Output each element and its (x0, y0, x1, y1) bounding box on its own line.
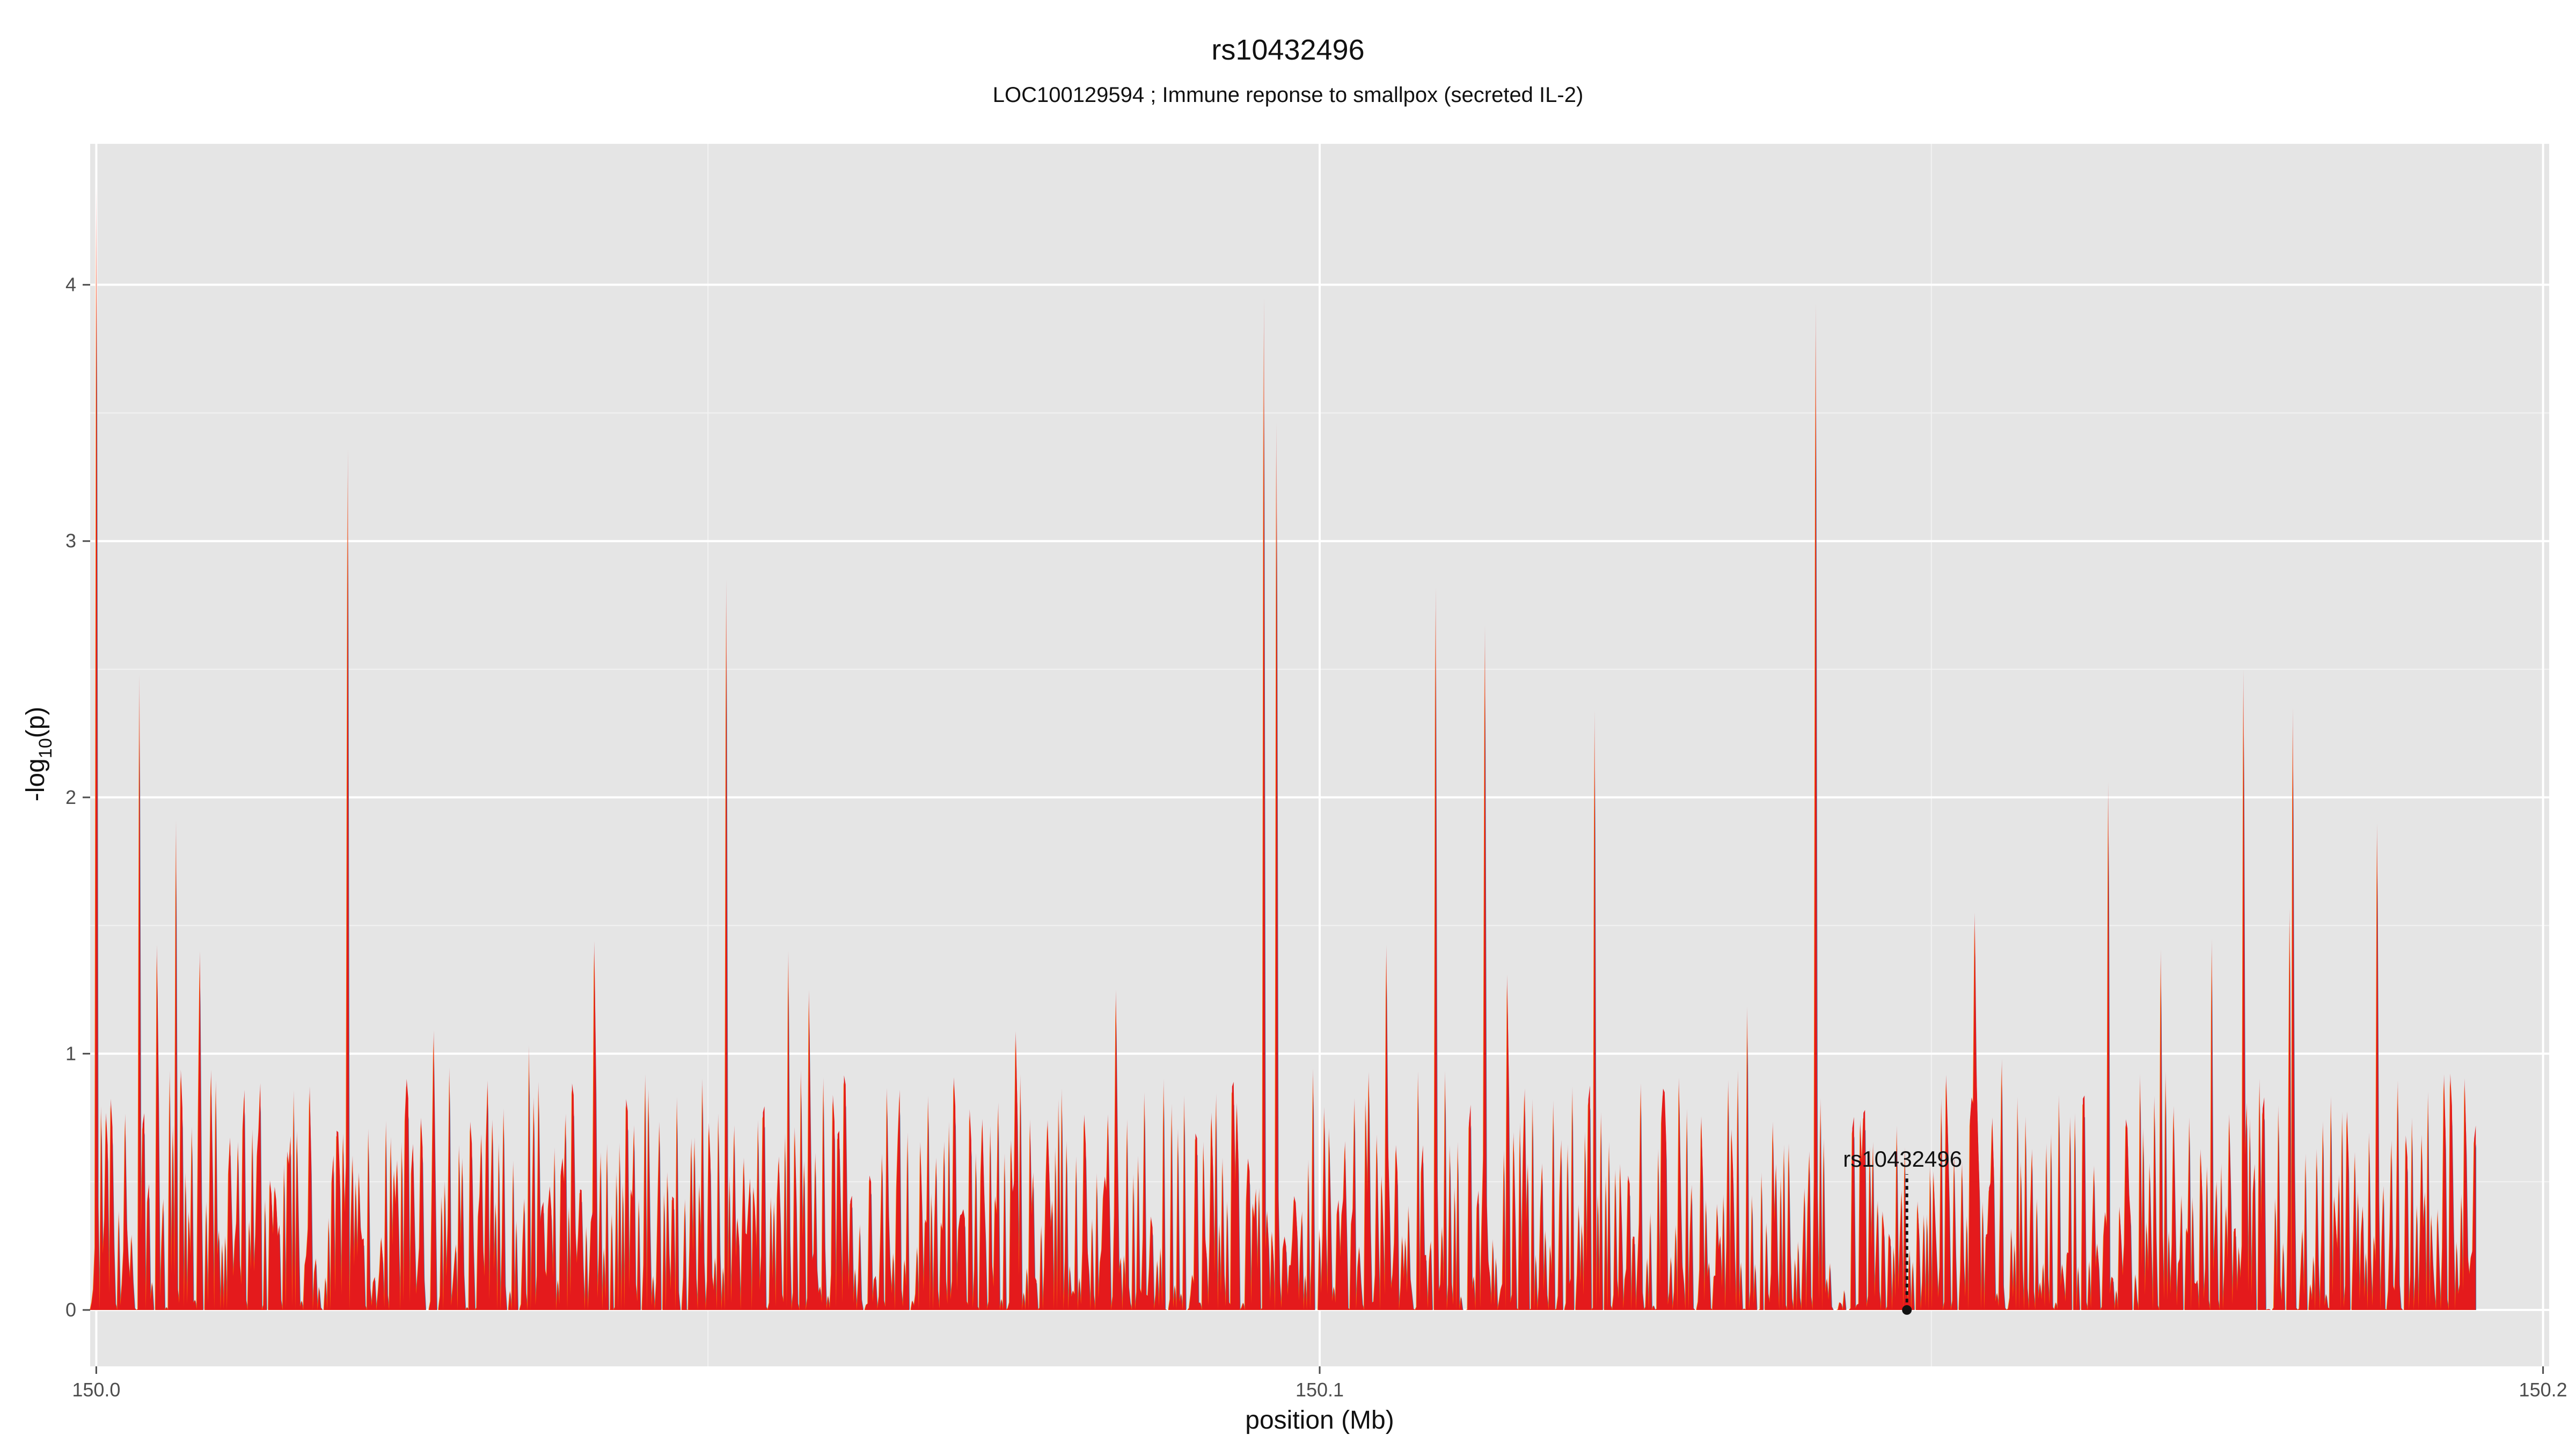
annotation-point (1902, 1305, 1912, 1315)
y-tick-label: 1 (65, 1042, 76, 1064)
y-tick-label: 4 (65, 274, 76, 296)
y-tick-label: 0 (65, 1299, 76, 1321)
y-tick-label: 3 (65, 530, 76, 552)
y-axis-title-p: (p) (21, 707, 50, 738)
y-axis-title: -log10(p) (21, 707, 56, 802)
y-tick-label: 2 (65, 786, 76, 808)
x-tick-label: 150.1 (1296, 1379, 1344, 1401)
x-axis: 150.0 150.1 150.2 (72, 1366, 2567, 1401)
chart-subtitle: LOC100129594 ; Immune reponse to smallpo… (992, 83, 1584, 107)
x-tick-label: 150.2 (2519, 1379, 2567, 1401)
y-axis-title-minus-log: -log (21, 758, 50, 801)
x-tick-label: 150.0 (72, 1379, 120, 1401)
major-gridlines (90, 144, 2549, 1366)
y-axis-title-subscript: 10 (35, 738, 56, 758)
x-axis-title: position (Mb) (1245, 1406, 1394, 1435)
chart-title: rs10432496 (1211, 34, 1365, 66)
annotation-label: rs10432496 (1843, 1146, 1962, 1172)
y-axis: 0 1 2 3 4 (65, 274, 90, 1321)
snp-annotation: rs10432496 (1843, 1146, 1962, 1315)
